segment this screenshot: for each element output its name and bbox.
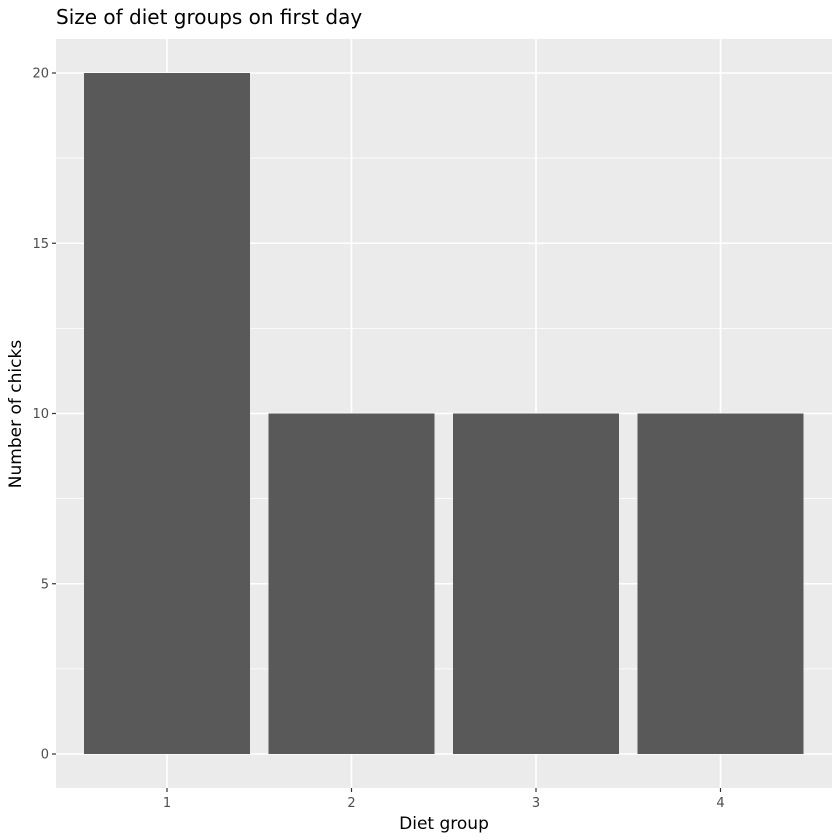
bar-diet-group-1	[84, 73, 250, 754]
x-tick-label: 1	[163, 796, 171, 811]
y-tick-label: 10	[32, 407, 49, 422]
bar-diet-group-4	[637, 413, 804, 754]
x-tick-label: 3	[532, 796, 540, 811]
y-tick-label: 15	[32, 237, 49, 252]
bars	[84, 73, 804, 754]
y-axis-label: Number of chicks	[6, 340, 26, 489]
bar-diet-group-2	[268, 413, 435, 754]
y-tick-label: 5	[41, 577, 49, 592]
x-axis-label: Diet group	[399, 814, 489, 834]
x-tick-label: 2	[347, 796, 355, 811]
y-axis: 0 5 10 15 20	[32, 67, 56, 763]
y-tick-label: 0	[41, 748, 49, 763]
bar-diet-group-3	[453, 413, 619, 754]
x-axis: 1 2 3 4	[163, 788, 725, 811]
chart-title: Size of diet groups on first day	[56, 5, 363, 29]
x-tick-label: 4	[716, 796, 724, 811]
y-tick-label: 20	[32, 67, 49, 82]
